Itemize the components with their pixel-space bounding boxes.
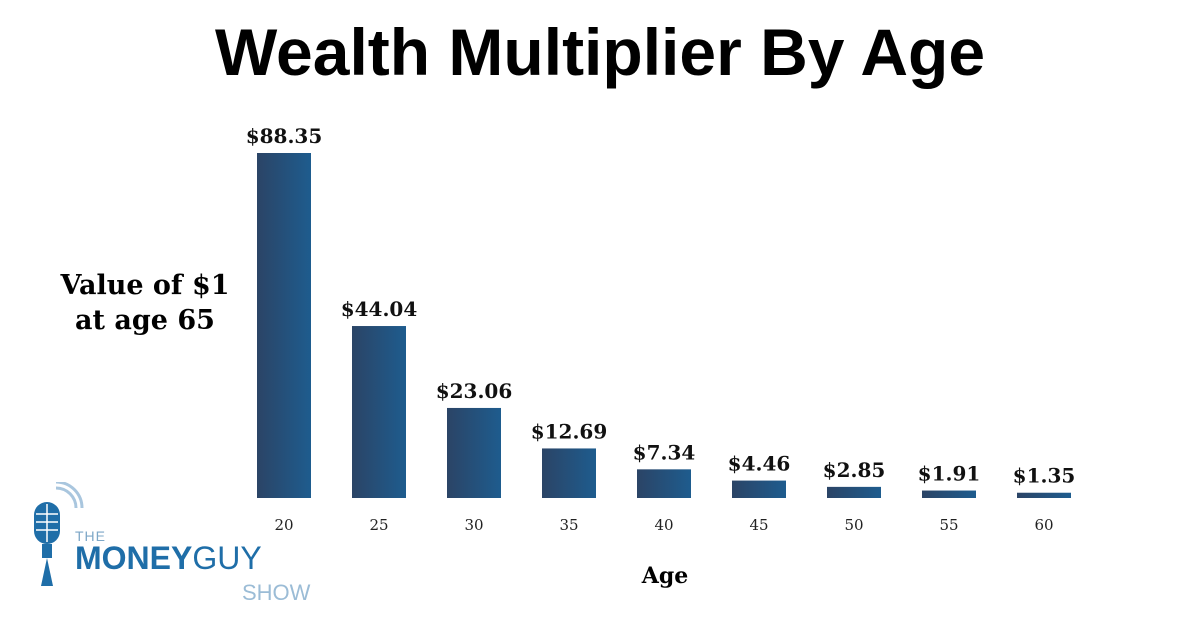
logo-money-word: MONEY (75, 540, 193, 576)
y-axis-label-line-2: at age 65 (75, 305, 215, 336)
bar-value-label: $7.34 (633, 440, 696, 464)
microphone-icon (34, 482, 84, 586)
bar-age-50 (827, 486, 881, 498)
bar-age-60 (1017, 492, 1071, 498)
bar-age-40 (637, 469, 691, 498)
chart-title: Wealth Multiplier By Age (214, 15, 986, 89)
logo-the-text: THE (75, 528, 106, 544)
logo-money-text: MONEYGUY (75, 540, 262, 577)
bar-value-label: $1.91 (918, 462, 981, 486)
bar-age-30 (447, 407, 501, 498)
x-tick-label: 45 (749, 516, 768, 534)
x-tick-label: 30 (464, 516, 483, 534)
x-tick-label: 20 (274, 516, 293, 534)
x-tick-label: 50 (844, 516, 863, 534)
bar-age-55 (922, 490, 976, 498)
x-tick-label: 35 (559, 516, 578, 534)
bar-age-20 (257, 153, 311, 498)
x-tick-label: 25 (369, 516, 388, 534)
logo-guy-word: GUY (192, 540, 262, 576)
x-tick-label: 40 (654, 516, 673, 534)
bar-age-45 (732, 480, 786, 498)
bar-value-label: $1.35 (1013, 464, 1076, 488)
bars-group: $88.35 20 $44.04 25 $23.06 30 $12.69 35 $7.34 40 $… (246, 124, 1076, 534)
bar-value-label: $2.85 (823, 458, 886, 482)
bar-value-label: $4.46 (728, 452, 791, 476)
bar-value-label: $12.69 (531, 419, 608, 443)
y-axis-label: Value of $1 at age 65 (30, 268, 260, 338)
bar-age-35 (542, 448, 596, 498)
x-axis-label: Age (641, 563, 689, 589)
x-tick-label: 60 (1034, 516, 1053, 534)
bar-value-label: $44.04 (341, 297, 418, 321)
bar-value-label: $88.35 (246, 124, 323, 148)
moneyguy-show-logo: THE MONEYGUY SHOW (26, 482, 346, 612)
x-tick-label: 55 (939, 516, 958, 534)
bar-value-label: $23.06 (436, 379, 513, 403)
y-axis-label-line-1: Value of $1 (60, 270, 230, 301)
logo-show-text: SHOW (242, 580, 311, 605)
bar-age-25 (352, 326, 406, 498)
